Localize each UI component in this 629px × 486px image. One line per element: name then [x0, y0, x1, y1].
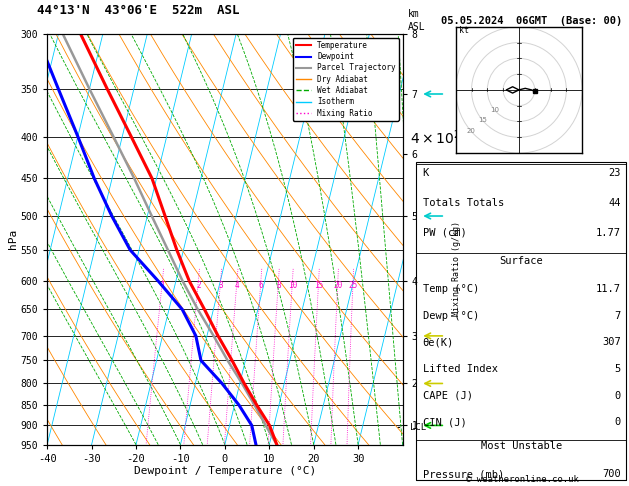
Text: θe(K): θe(K) — [423, 337, 454, 347]
Text: 44: 44 — [608, 198, 621, 208]
Text: 0: 0 — [615, 391, 621, 401]
Text: 15: 15 — [478, 117, 487, 123]
Text: Temp (°C): Temp (°C) — [423, 284, 479, 294]
Text: ASL: ASL — [408, 21, 425, 32]
Text: 2: 2 — [196, 281, 201, 290]
Text: 1.77: 1.77 — [596, 228, 621, 238]
Text: CAPE (J): CAPE (J) — [423, 391, 472, 401]
Text: 05.05.2024  06GMT  (Base: 00): 05.05.2024 06GMT (Base: 00) — [441, 16, 622, 26]
Text: Totals Totals: Totals Totals — [423, 198, 504, 208]
Text: Mixing Ratio (g/kg): Mixing Ratio (g/kg) — [452, 222, 461, 316]
Text: Dewp (°C): Dewp (°C) — [423, 311, 479, 321]
Text: 23: 23 — [608, 168, 621, 178]
Text: 44°13'N  43°06'E  522m  ASL: 44°13'N 43°06'E 522m ASL — [37, 4, 240, 17]
Text: Most Unstable: Most Unstable — [481, 441, 562, 451]
Text: 25: 25 — [348, 281, 358, 290]
Text: kt: kt — [459, 26, 469, 35]
Text: 3: 3 — [218, 281, 223, 290]
Text: 6: 6 — [259, 281, 263, 290]
Text: Pressure (mb): Pressure (mb) — [423, 469, 504, 480]
Text: 20: 20 — [333, 281, 342, 290]
Legend: Temperature, Dewpoint, Parcel Trajectory, Dry Adiabat, Wet Adiabat, Isotherm, Mi: Temperature, Dewpoint, Parcel Trajectory… — [292, 38, 399, 121]
Text: km: km — [408, 9, 420, 19]
Text: K: K — [423, 168, 429, 178]
Text: © weatheronline.co.uk: © weatheronline.co.uk — [465, 475, 579, 484]
Y-axis label: hPa: hPa — [8, 229, 18, 249]
Text: 307: 307 — [602, 337, 621, 347]
X-axis label: Dewpoint / Temperature (°C): Dewpoint / Temperature (°C) — [134, 467, 316, 476]
Text: 4: 4 — [235, 281, 239, 290]
Text: 1: 1 — [160, 281, 165, 290]
Text: 20: 20 — [466, 127, 475, 134]
Text: PW (cm): PW (cm) — [423, 228, 467, 238]
Text: 7: 7 — [615, 311, 621, 321]
Text: 11.7: 11.7 — [596, 284, 621, 294]
Text: CIN (J): CIN (J) — [423, 417, 467, 428]
Text: 5: 5 — [615, 364, 621, 374]
Text: 10: 10 — [288, 281, 297, 290]
Text: 700: 700 — [602, 469, 621, 480]
Text: 15: 15 — [314, 281, 323, 290]
Text: LCL: LCL — [409, 423, 426, 432]
Text: 0: 0 — [615, 417, 621, 428]
Text: 10: 10 — [490, 107, 499, 113]
Text: 8: 8 — [276, 281, 281, 290]
Text: Surface: Surface — [499, 256, 543, 266]
Text: Lifted Index: Lifted Index — [423, 364, 498, 374]
